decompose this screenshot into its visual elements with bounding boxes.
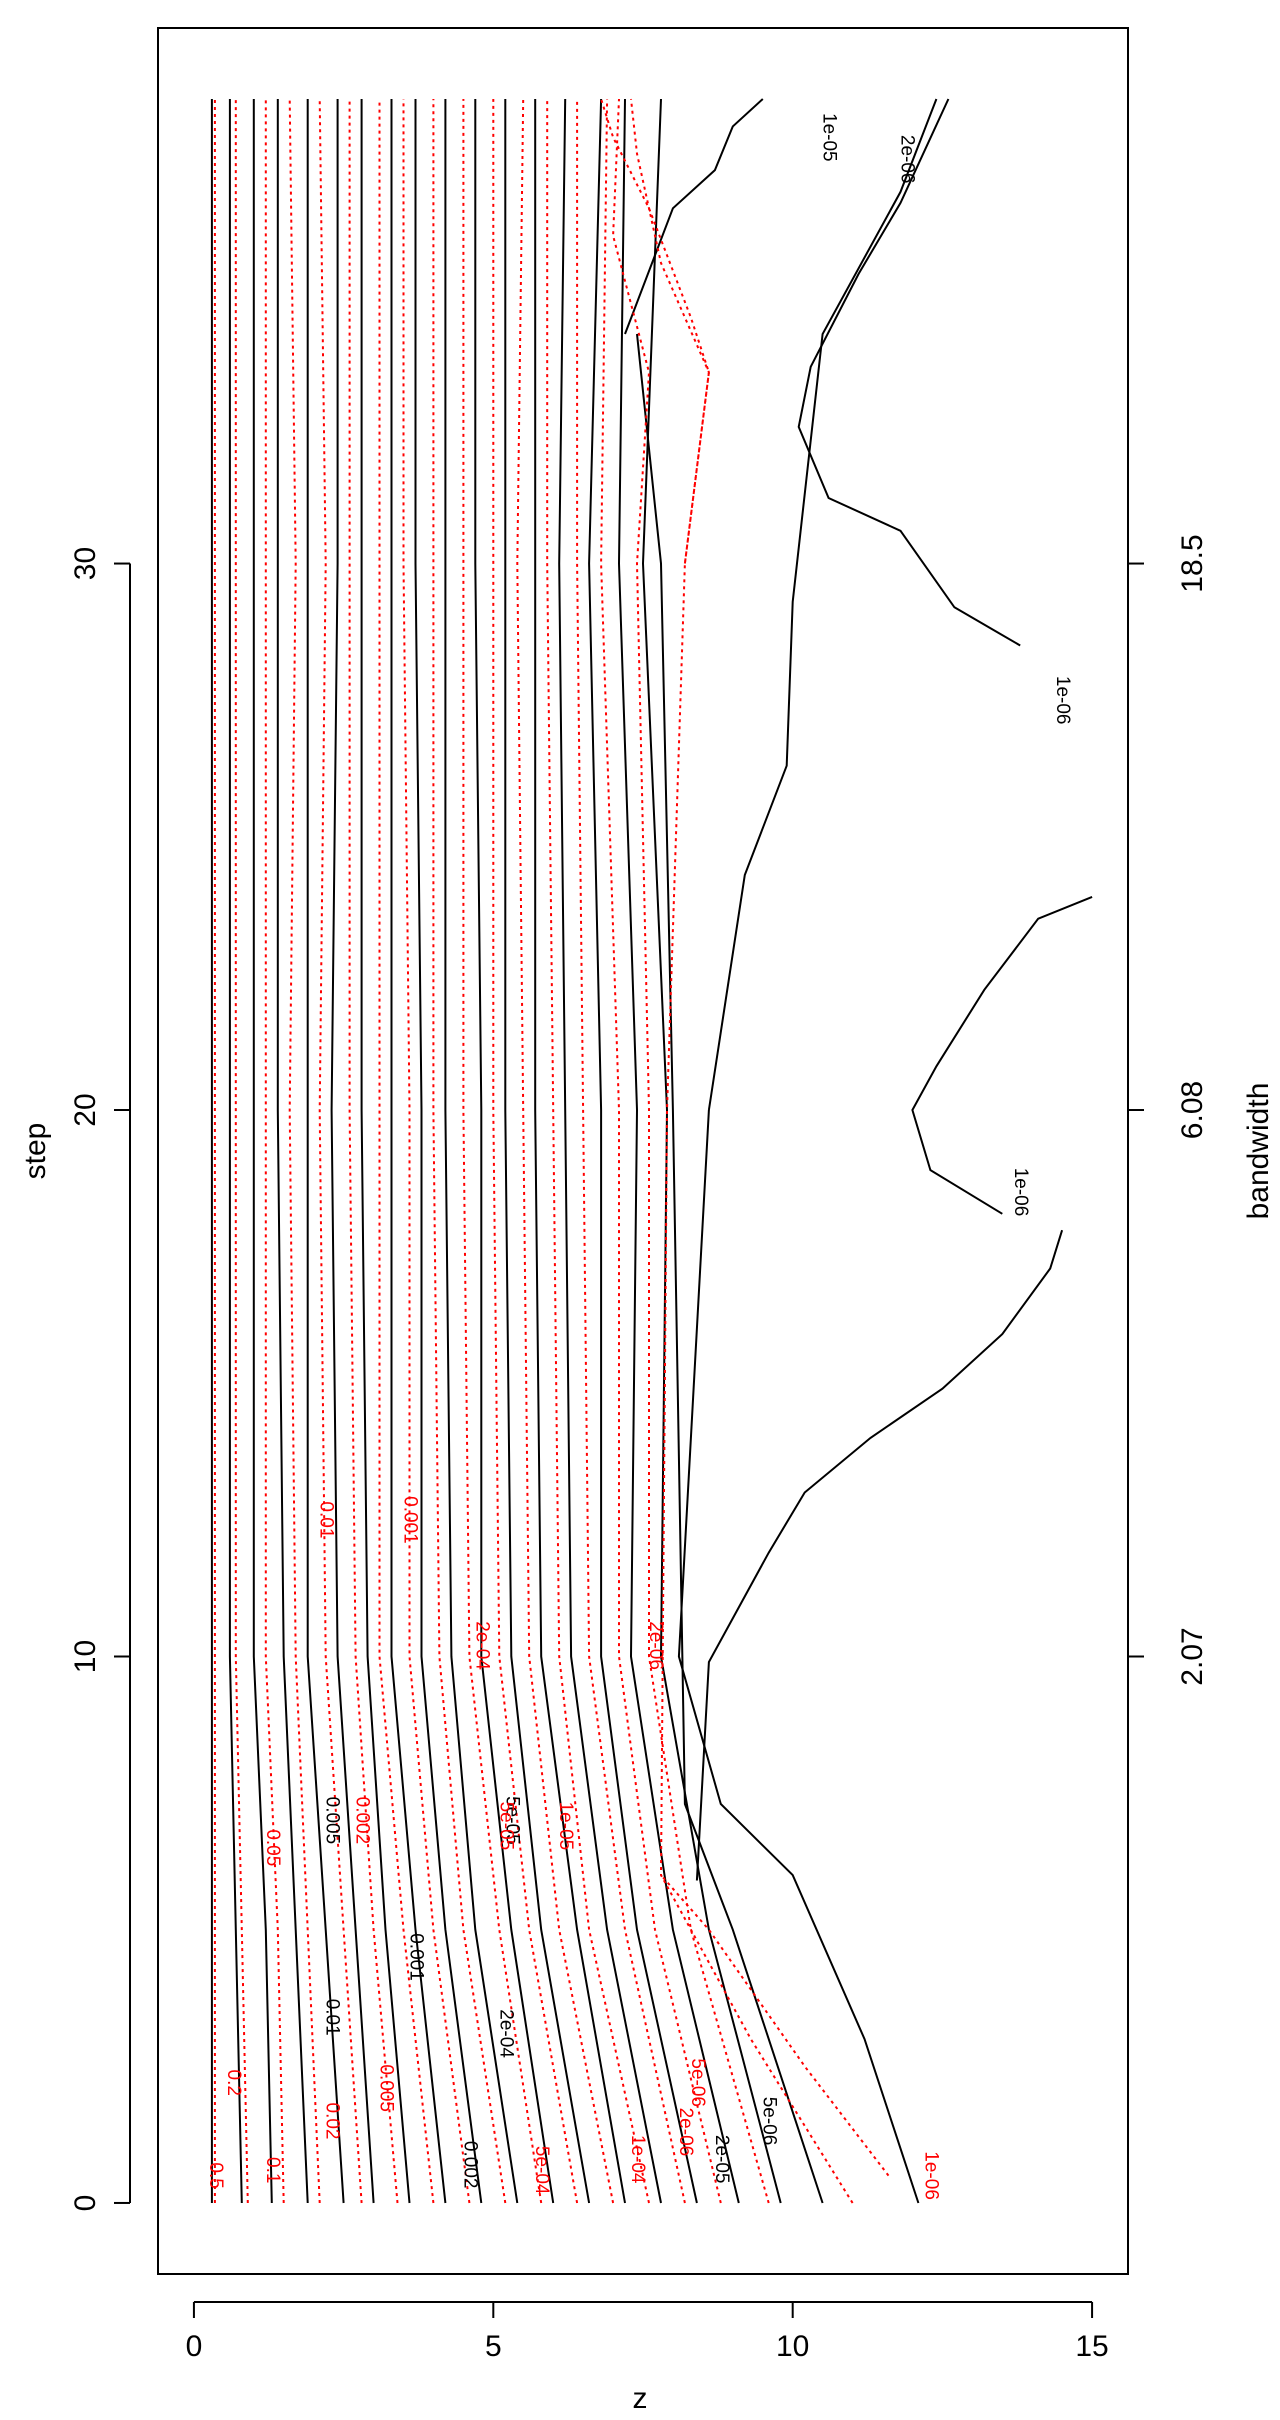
black-contour-line (617, 98, 740, 2204)
black-contour-line (695, 1229, 1064, 1881)
plot-frame (157, 27, 1129, 2275)
x-tick-label: 15 (1075, 2330, 1108, 2363)
contour-label: 0.1 (262, 2157, 283, 2183)
contour-label: 2e-06 (675, 2108, 696, 2157)
black-contour-line (252, 99, 273, 2204)
y-tick-label: 20 (69, 1093, 102, 1126)
y2-tick-label: 18.5 (1176, 534, 1209, 592)
contour-label: 0.01 (322, 1999, 343, 2036)
y2-tick-label: 2.07 (1176, 1627, 1209, 1685)
y2-tick-label: 6.08 (1176, 1081, 1209, 1139)
contour-label: 1e-06 (920, 2151, 941, 2200)
x-tick-label: 5 (485, 2330, 502, 2363)
black-contour-line (641, 98, 782, 2204)
x-axis: 0 5 10 15 (186, 2301, 1109, 2363)
black-contour-line (797, 98, 1021, 647)
contour-label: 2e-06 (645, 1621, 666, 1670)
contour-label: 5e-04 (531, 2146, 552, 2195)
contour-label: 1e-05 (819, 113, 840, 162)
black-contour-line (558, 98, 662, 2204)
contour-label: 0.02 (322, 2103, 343, 2140)
red-contour-line (600, 98, 710, 564)
black-contour-line (228, 99, 243, 2204)
black-contour-line (444, 99, 519, 2204)
black-contour-line (474, 99, 555, 2204)
y-tick-label: 30 (69, 547, 102, 580)
contour-label: 0.5 (205, 2162, 226, 2188)
black-contour-line (707, 98, 938, 1111)
red-contour-line (348, 99, 399, 2204)
y2-axis-label: bandwidth (1242, 1083, 1275, 1220)
red-contour-line (612, 98, 770, 2204)
black-contour-labels: 0.005 5e-05 0.001 0.01 2e-04 0.002 5e-06 2e-05 1… (322, 113, 1073, 2189)
contour-label: 0.01 (316, 1501, 337, 1538)
black-contour-line (588, 98, 698, 2204)
black-contour-line (360, 99, 411, 2204)
black-contour-line (624, 98, 764, 335)
contour-label: 0.05 (262, 1829, 283, 1866)
black-contour-line (504, 99, 591, 2204)
contour-label: 2e-04 (495, 2009, 516, 2058)
contour-label: 2e-06 (896, 135, 917, 184)
black-contour-line (414, 99, 483, 2204)
red-contour-line (234, 99, 249, 2204)
contour-label: 0.2 (223, 2069, 244, 2095)
x-tick-label: 0 (186, 2330, 203, 2363)
contour-label: 2e-04 (471, 1621, 492, 1670)
contour-label: 0.001 (405, 1933, 426, 1981)
red-contour-line (318, 98, 363, 2204)
red-contour-line (378, 99, 435, 2204)
red-contour-labels: 0.01 0.001 2e-04 2e-06 0.05 0.002 5e-05 1e-05 0.… (205, 1496, 942, 2200)
x-tick-label: 10 (776, 2330, 809, 2363)
contour-label: 0.002 (352, 1797, 373, 1845)
contour-label: 1e-06 (1052, 676, 1073, 725)
contour-label: 5e-05 (501, 1796, 522, 1845)
black-contour-line (390, 99, 447, 2204)
contour-label: 0.001 (399, 1496, 420, 1544)
contour-label: 0.005 (375, 2064, 396, 2112)
black-contour-line (330, 99, 375, 2204)
black-contour-line (276, 99, 309, 2204)
red-contour-line (492, 99, 579, 2204)
y-axis-label: step (19, 1123, 52, 1180)
contour-label: 2e-05 (711, 2135, 732, 2184)
black-contour-line (534, 99, 626, 2204)
black-contours (210, 98, 1093, 2204)
x-axis-label: z (633, 2382, 648, 2415)
y-tick-label: 0 (69, 2195, 102, 2212)
red-contour-line (264, 99, 285, 2204)
contour-label: 5e-06 (759, 2097, 780, 2146)
red-contour-line (576, 99, 686, 2204)
red-contour-line (516, 98, 615, 2204)
red-contours (213, 98, 890, 2204)
y-axis: 0 10 20 30 (69, 547, 131, 2212)
contour-label: 5e-05 (495, 1802, 516, 1851)
black-contour-line (306, 99, 345, 2204)
red-contour-line (630, 98, 854, 2204)
red-contour-line (402, 99, 471, 2204)
red-contour-line (546, 99, 650, 2204)
contour-label: 5e-06 (687, 2058, 708, 2107)
red-contour-line (288, 98, 321, 2204)
y2-axis: 2.07 6.08 18.5 (1127, 534, 1209, 1686)
y-tick-label: 10 (69, 1640, 102, 1673)
contour-label: 1e-05 (555, 1802, 576, 1851)
contour-label: 1e-04 (627, 2135, 648, 2184)
black-contour-line (911, 895, 1093, 1215)
black-contour-line (677, 1109, 920, 2204)
contour-label: 0.005 (322, 1797, 343, 1845)
contour-label: 0.002 (459, 2141, 480, 2189)
black-contour-line (636, 333, 824, 2204)
contour-label: 1e-06 (1010, 1168, 1031, 1217)
